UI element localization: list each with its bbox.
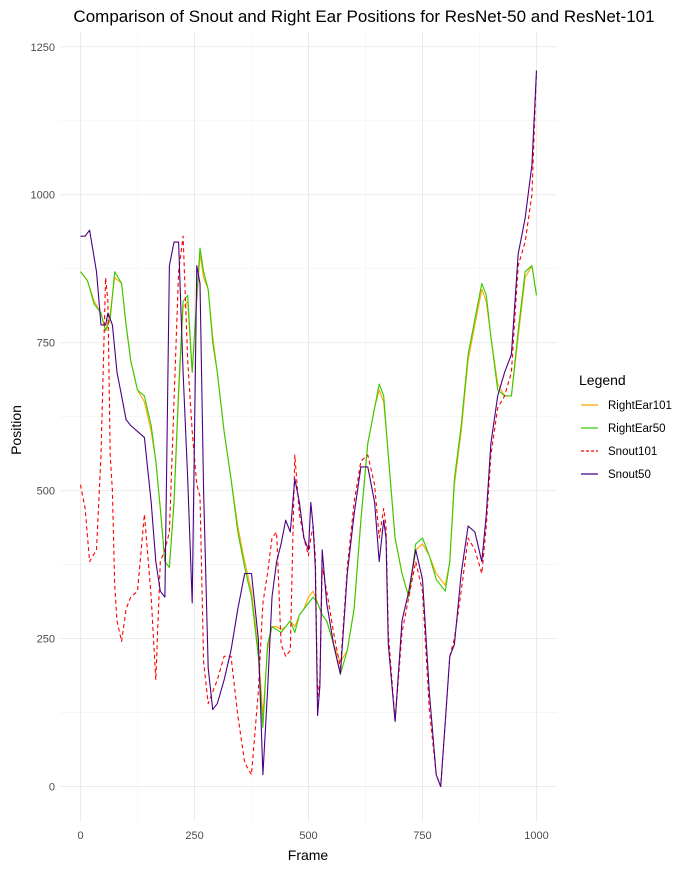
x-tick-label: 1000 <box>524 830 548 842</box>
legend: Legend RightEar101 RightEar50 Snout101 Snou… <box>579 372 672 481</box>
legend-label-rightear50: RightEar50 <box>608 423 666 435</box>
plot-series <box>79 70 538 788</box>
legend-title: Legend <box>579 372 626 388</box>
grid <box>60 32 557 822</box>
y-tick-label: 250 <box>37 634 55 646</box>
legend-label-snout50: Snout50 <box>608 469 651 481</box>
y-tick-label: 1000 <box>31 190 55 202</box>
x-tick-label: 500 <box>299 830 317 842</box>
legend-label-snout101: Snout101 <box>608 446 657 458</box>
y-tick-label: 750 <box>37 338 55 350</box>
chart-title: Comparison of Snout and Right Ear Positi… <box>73 7 654 26</box>
x-axis-ticks: 0 250 500 750 1000 <box>77 830 548 842</box>
series-line-snout50 <box>80 70 538 788</box>
y-tick-label: 500 <box>37 486 55 498</box>
y-tick-label: 1250 <box>31 42 55 54</box>
y-axis-ticks: 0 250 500 750 1000 1250 <box>31 42 55 794</box>
x-tick-label: 750 <box>413 830 431 842</box>
y-tick-label: 0 <box>49 781 55 793</box>
x-axis-title: Frame <box>288 847 329 863</box>
x-tick-label: 0 <box>77 830 83 842</box>
legend-label-rightear101: RightEar101 <box>608 400 672 412</box>
x-tick-label: 250 <box>185 830 203 842</box>
y-axis-title: Position <box>8 405 24 455</box>
series-line-snout101 <box>79 70 538 788</box>
series-line-rightear50 <box>80 247 538 728</box>
